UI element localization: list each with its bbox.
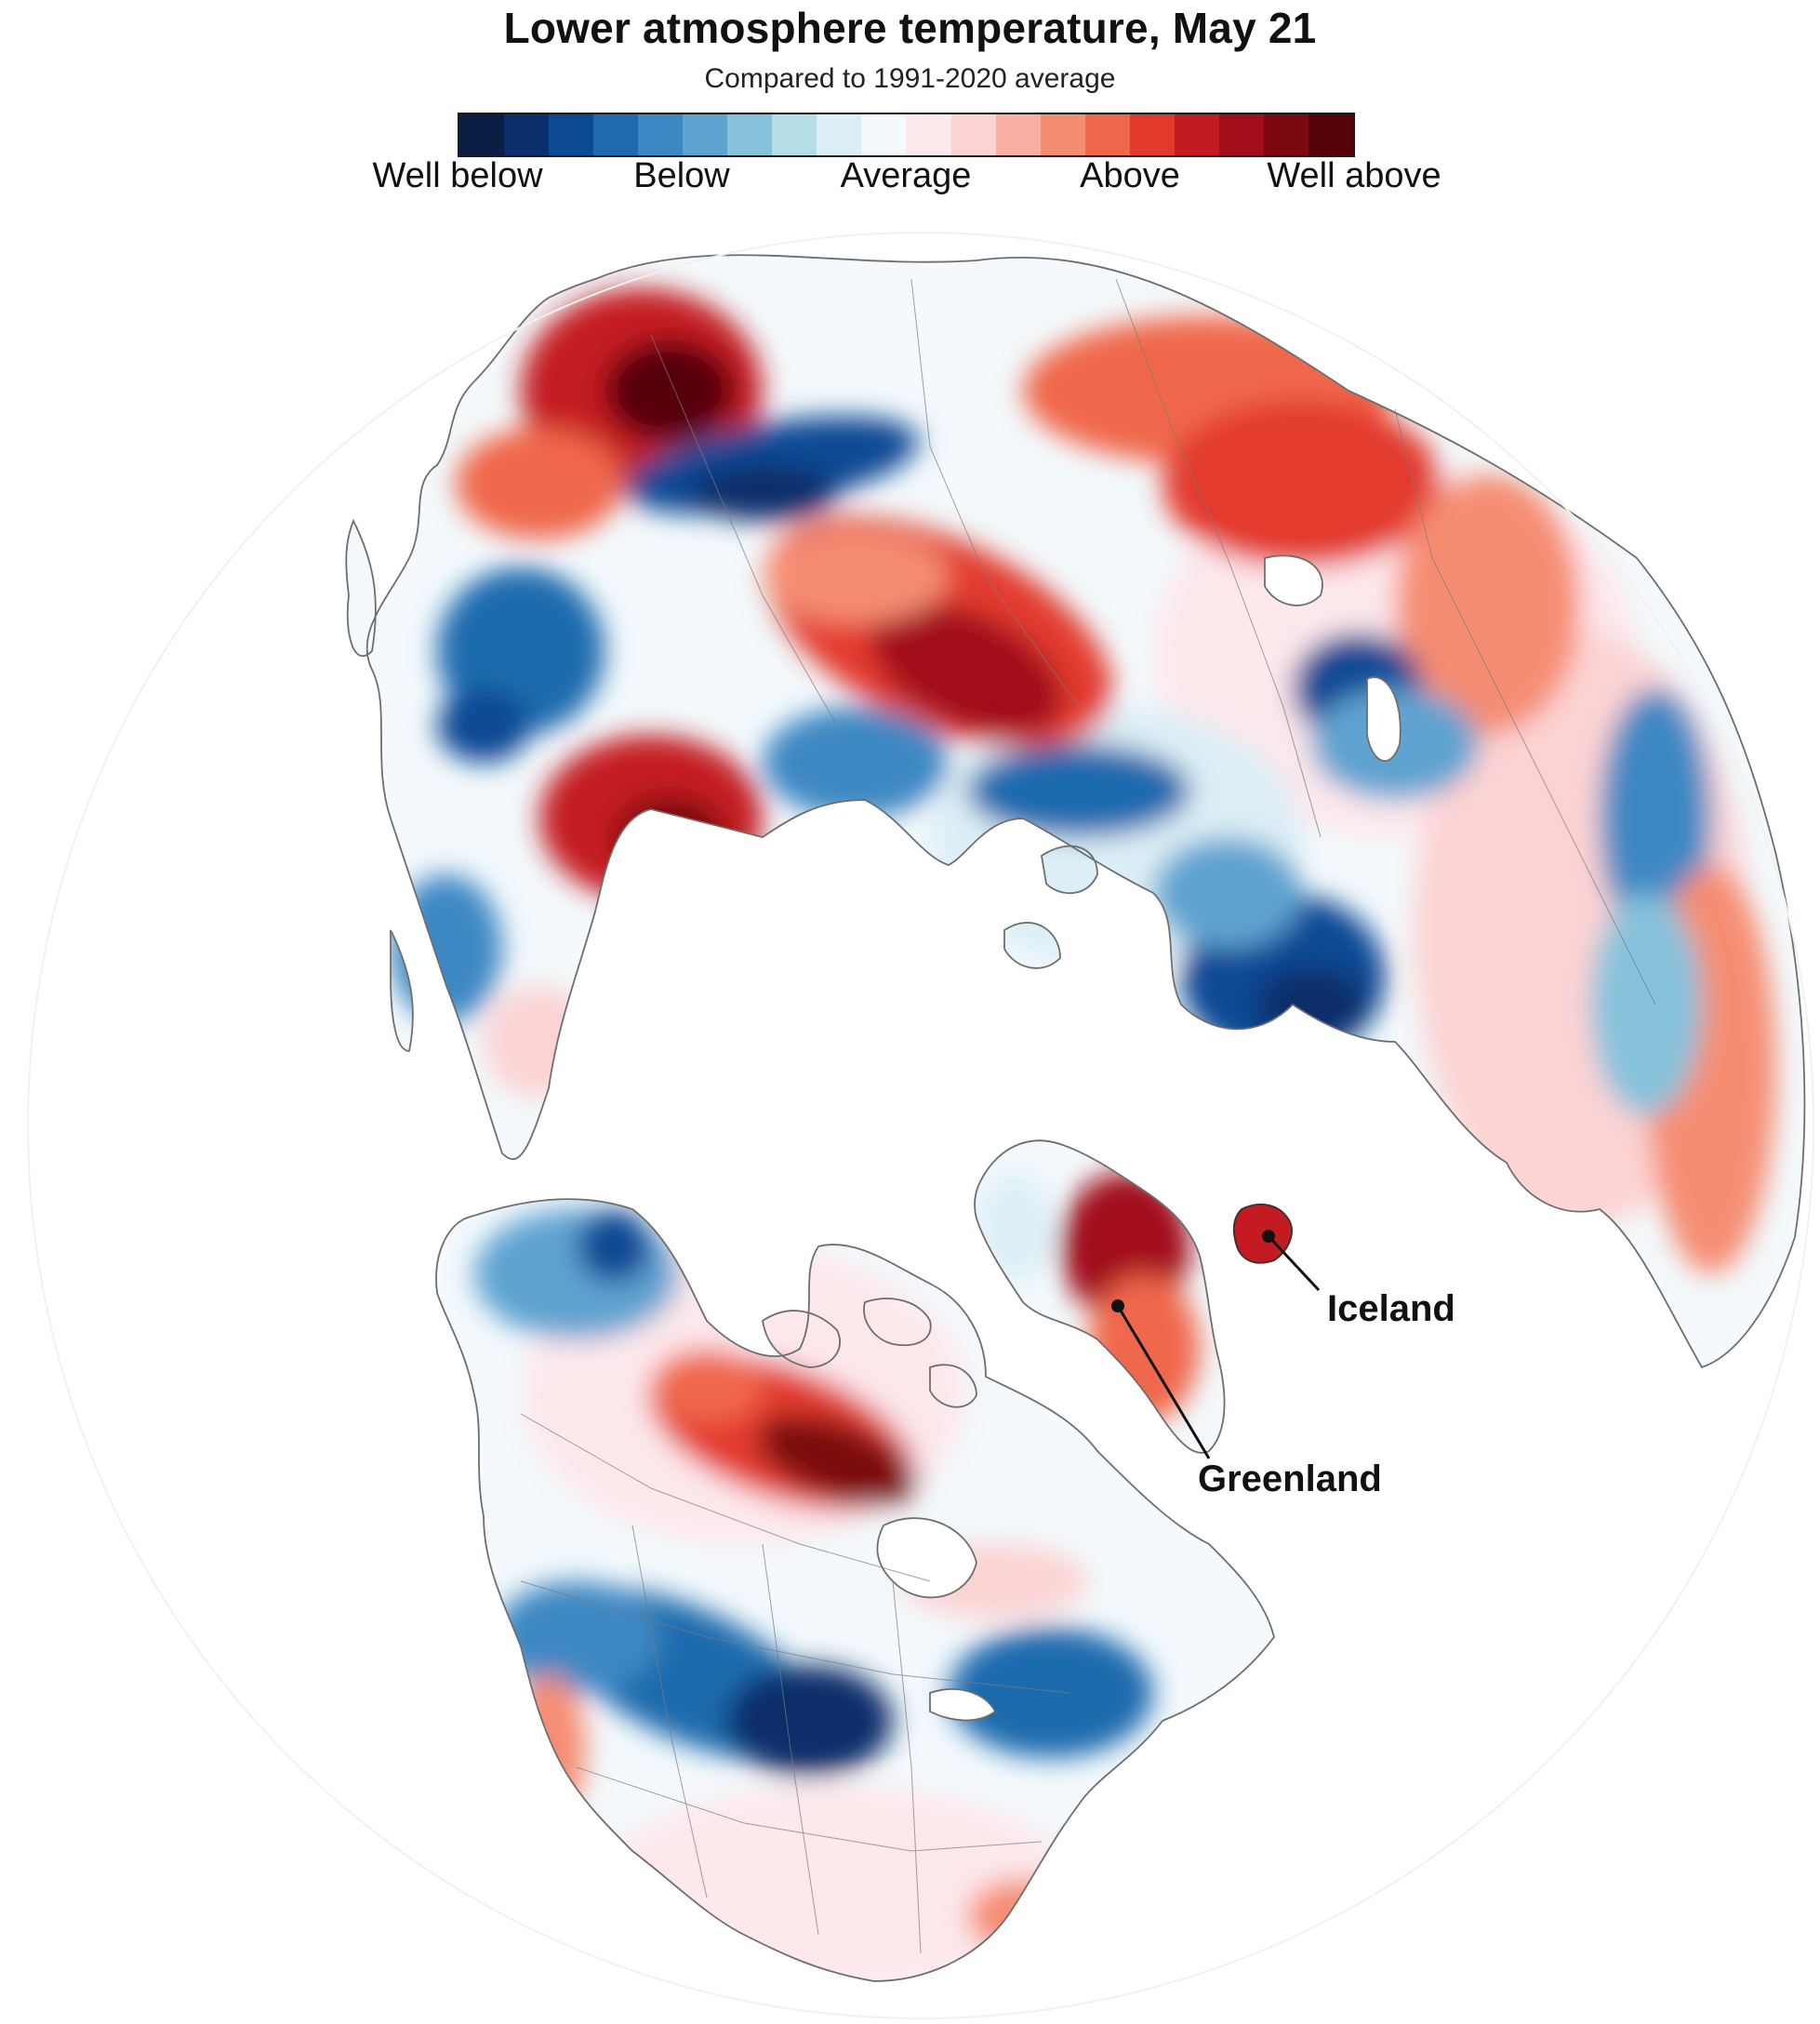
globe-outline <box>27 232 1814 2019</box>
legend-swatch-1 <box>459 114 505 155</box>
coastlines <box>345 254 1806 1982</box>
legend-swatch-9 <box>817 114 862 155</box>
legend-swatch-17 <box>1174 114 1219 155</box>
legend-swatch-6 <box>683 114 728 155</box>
legend-swatch-5 <box>638 114 684 155</box>
legend-swatch-16 <box>1129 114 1175 155</box>
legend-swatch-7 <box>727 114 773 155</box>
legend-label-average: Average <box>840 156 972 195</box>
legend-label-well-above: Well above <box>1267 156 1441 195</box>
legend-swatch-18 <box>1218 114 1264 155</box>
borders <box>520 278 1656 1954</box>
legend-swatch-20 <box>1308 114 1353 155</box>
legend-label-below: Below <box>633 156 730 195</box>
legend-label-above: Above <box>1080 156 1180 195</box>
color-scale-legend <box>458 113 1355 157</box>
iceland-leader-line <box>1267 1234 1321 1292</box>
legend-swatch-11 <box>906 114 951 155</box>
legend-swatch-3 <box>549 114 594 155</box>
legend-swatch-15 <box>1084 114 1130 155</box>
legend-swatch-10 <box>861 114 907 155</box>
legend-swatch-4 <box>593 114 639 155</box>
legend-swatch-12 <box>950 114 996 155</box>
chart-title: Lower atmosphere temperature, May 21 <box>503 4 1317 52</box>
legend-swatch-14 <box>1040 114 1085 155</box>
legend-swatch-2 <box>504 114 550 155</box>
legend-swatch-19 <box>1263 114 1309 155</box>
greenland-label: Greenland <box>1198 1458 1382 1499</box>
annotation-iceland <box>1262 1230 1321 1292</box>
greenland-leader-line <box>1116 1305 1211 1459</box>
legend-swatch-13 <box>995 114 1041 155</box>
legend-label-well-below: Well below <box>372 156 543 195</box>
chart-subtitle: Compared to 1991-2020 average <box>704 63 1116 94</box>
annotation-greenland <box>1111 1299 1211 1459</box>
iceland-label: Iceland <box>1327 1288 1455 1329</box>
legend-swatch-8 <box>772 114 817 155</box>
